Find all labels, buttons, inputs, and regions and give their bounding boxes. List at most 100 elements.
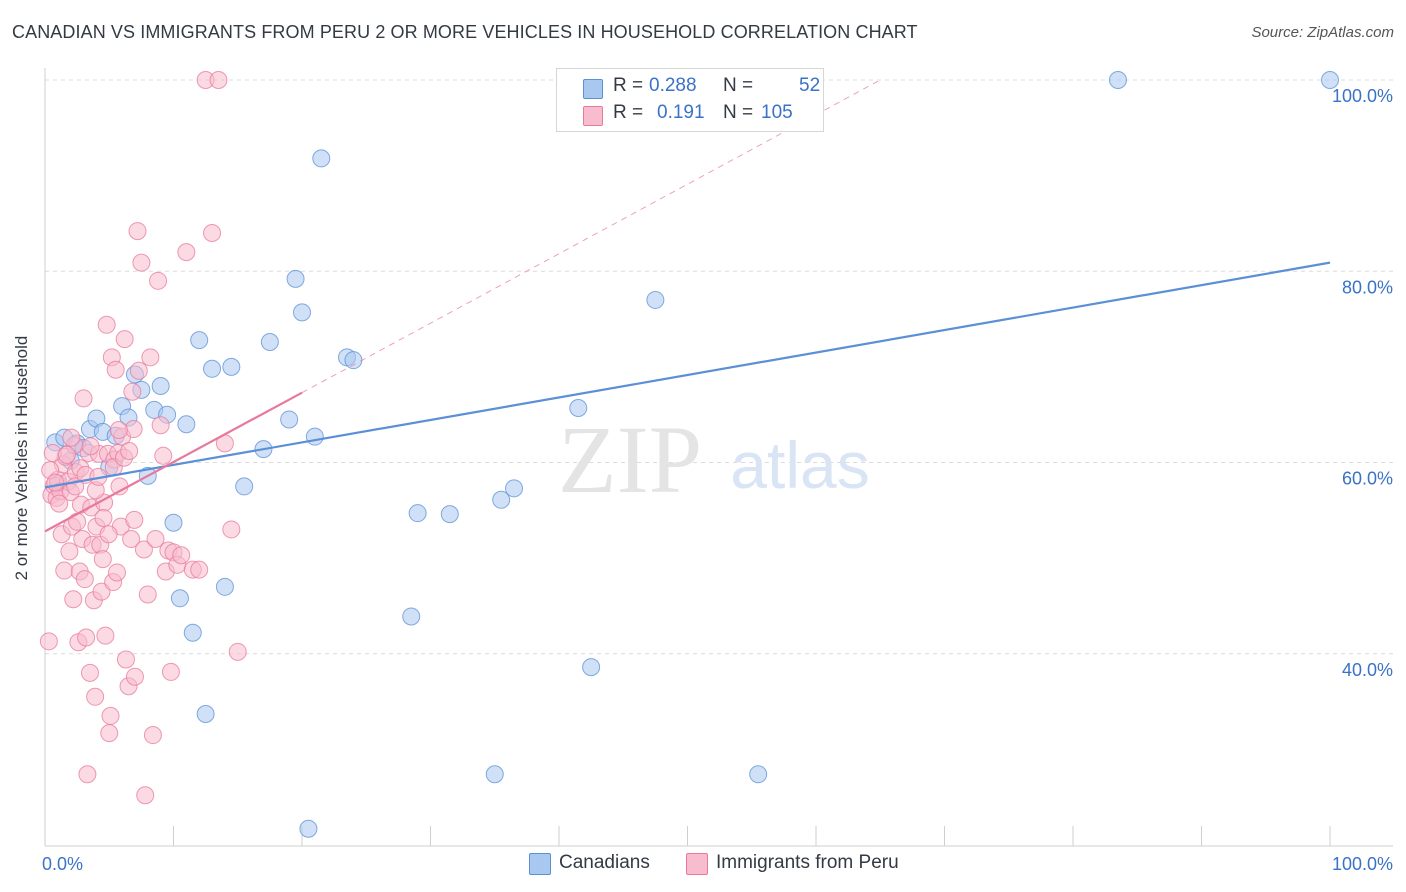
data-point-canadians bbox=[485, 765, 504, 784]
data-point-peru bbox=[209, 71, 228, 89]
data-point-peru bbox=[94, 508, 113, 527]
legend-n-value: 105 bbox=[761, 102, 793, 123]
data-point-peru bbox=[60, 542, 79, 561]
watermark-atlas: atlas bbox=[730, 428, 869, 502]
data-point-peru bbox=[143, 726, 162, 745]
data-point-peru bbox=[132, 253, 151, 272]
data-point-peru bbox=[57, 445, 76, 464]
data-point-peru bbox=[122, 530, 141, 548]
data-point-peru bbox=[50, 494, 69, 513]
data-point-canadians bbox=[151, 377, 170, 395]
data-point-peru bbox=[116, 650, 135, 669]
data-point-peru bbox=[141, 348, 160, 367]
legend-row-canadians: R = 0.288 N = 52 bbox=[557, 73, 823, 101]
data-point-peru bbox=[134, 540, 153, 559]
grid-layer bbox=[45, 79, 1393, 655]
data-point-peru bbox=[146, 530, 165, 548]
source-label: Source: ZipAtlas.com bbox=[1251, 24, 1394, 41]
data-point-peru bbox=[125, 667, 144, 686]
data-point-peru bbox=[86, 687, 105, 706]
bottom-legend-swatch-canadians bbox=[529, 853, 551, 875]
data-point-peru bbox=[100, 724, 119, 743]
data-point-peru bbox=[68, 512, 87, 531]
data-point-canadians bbox=[215, 577, 234, 596]
data-point-peru bbox=[190, 560, 209, 579]
data-point-peru bbox=[115, 330, 134, 349]
legend-r-label: R = bbox=[613, 102, 644, 123]
data-point-peru bbox=[74, 389, 93, 408]
data-point-peru bbox=[46, 473, 65, 492]
data-point-peru bbox=[136, 786, 155, 805]
data-point-peru bbox=[62, 428, 81, 447]
points-layer bbox=[39, 71, 1339, 838]
legend-r-label: R = bbox=[613, 75, 644, 96]
data-point-canadians bbox=[299, 819, 318, 838]
data-point-peru bbox=[77, 628, 96, 647]
data-point-peru bbox=[228, 642, 247, 661]
x-tick-label: 0.0% bbox=[42, 854, 83, 874]
legend-swatch-canadians bbox=[583, 79, 603, 99]
data-point-peru bbox=[75, 570, 94, 589]
data-point-canadians bbox=[293, 303, 311, 322]
trend-line-peru bbox=[44, 391, 303, 533]
y-tick-label: 100.0% bbox=[1332, 86, 1393, 106]
data-point-canadians bbox=[505, 479, 524, 498]
legend-n-label: N = bbox=[723, 102, 754, 123]
data-point-peru bbox=[138, 585, 157, 604]
data-point-peru bbox=[107, 563, 126, 582]
data-point-canadians bbox=[235, 477, 254, 496]
data-point-canadians bbox=[164, 513, 183, 532]
bottom-legend-swatch-peru bbox=[686, 853, 708, 875]
data-point-peru bbox=[149, 271, 168, 290]
trend-line-canadians bbox=[44, 261, 1331, 489]
data-point-canadians bbox=[402, 607, 421, 626]
data-point-canadians bbox=[222, 357, 241, 376]
data-point-peru bbox=[154, 446, 173, 465]
data-point-peru bbox=[222, 520, 241, 539]
data-point-peru bbox=[151, 416, 170, 435]
data-point-canadians bbox=[440, 505, 459, 524]
data-point-canadians bbox=[260, 333, 279, 352]
data-point-canadians bbox=[203, 359, 222, 378]
data-point-peru bbox=[109, 420, 128, 439]
data-point-canadians bbox=[183, 623, 202, 642]
data-point-peru bbox=[81, 437, 100, 456]
y-axis-label: 2 or more Vehicles in Household bbox=[12, 335, 31, 581]
data-point-canadians bbox=[569, 398, 588, 417]
data-point-peru bbox=[106, 360, 125, 379]
data-point-canadians bbox=[312, 149, 331, 168]
x-tick-label: 100.0% bbox=[1332, 854, 1393, 874]
legend-n-value: 52 bbox=[799, 75, 821, 96]
legend-swatch-peru bbox=[583, 106, 603, 126]
bottom-legend-label: Canadians bbox=[559, 852, 650, 873]
data-point-canadians bbox=[1108, 71, 1127, 89]
watermark-zip: ZIP bbox=[558, 406, 702, 513]
chart-title: CANADIAN VS IMMIGRANTS FROM PERU 2 OR MO… bbox=[12, 22, 918, 42]
data-point-canadians bbox=[196, 704, 215, 723]
y-tick-label: 80.0% bbox=[1342, 277, 1393, 297]
legend-row-peru: R = 0.191 N = 105 bbox=[557, 100, 823, 128]
data-point-peru bbox=[96, 626, 115, 645]
legend: R = 0.288 N = 52 R = 0.191 N = 105 bbox=[556, 68, 824, 132]
data-point-peru bbox=[101, 706, 120, 725]
data-point-canadians bbox=[305, 427, 324, 446]
data-point-canadians bbox=[177, 415, 196, 434]
y-tick-label: 40.0% bbox=[1342, 660, 1393, 680]
data-point-canadians bbox=[1321, 71, 1339, 89]
data-point-canadians bbox=[170, 589, 189, 608]
legend-r-value: 0.191 bbox=[657, 102, 705, 123]
data-point-peru bbox=[123, 382, 142, 401]
axis-layer bbox=[44, 68, 1393, 847]
data-point-canadians bbox=[646, 290, 665, 309]
data-point-peru bbox=[129, 361, 148, 380]
legend-r-value: 0.288 bbox=[649, 75, 697, 96]
data-point-peru bbox=[203, 224, 222, 242]
trend-layer bbox=[44, 79, 1331, 533]
data-point-canadians bbox=[492, 490, 511, 509]
data-point-peru bbox=[55, 561, 74, 580]
data-point-canadians bbox=[749, 765, 768, 784]
data-point-peru bbox=[39, 632, 58, 651]
data-point-peru bbox=[92, 582, 111, 601]
data-point-peru bbox=[128, 222, 147, 241]
